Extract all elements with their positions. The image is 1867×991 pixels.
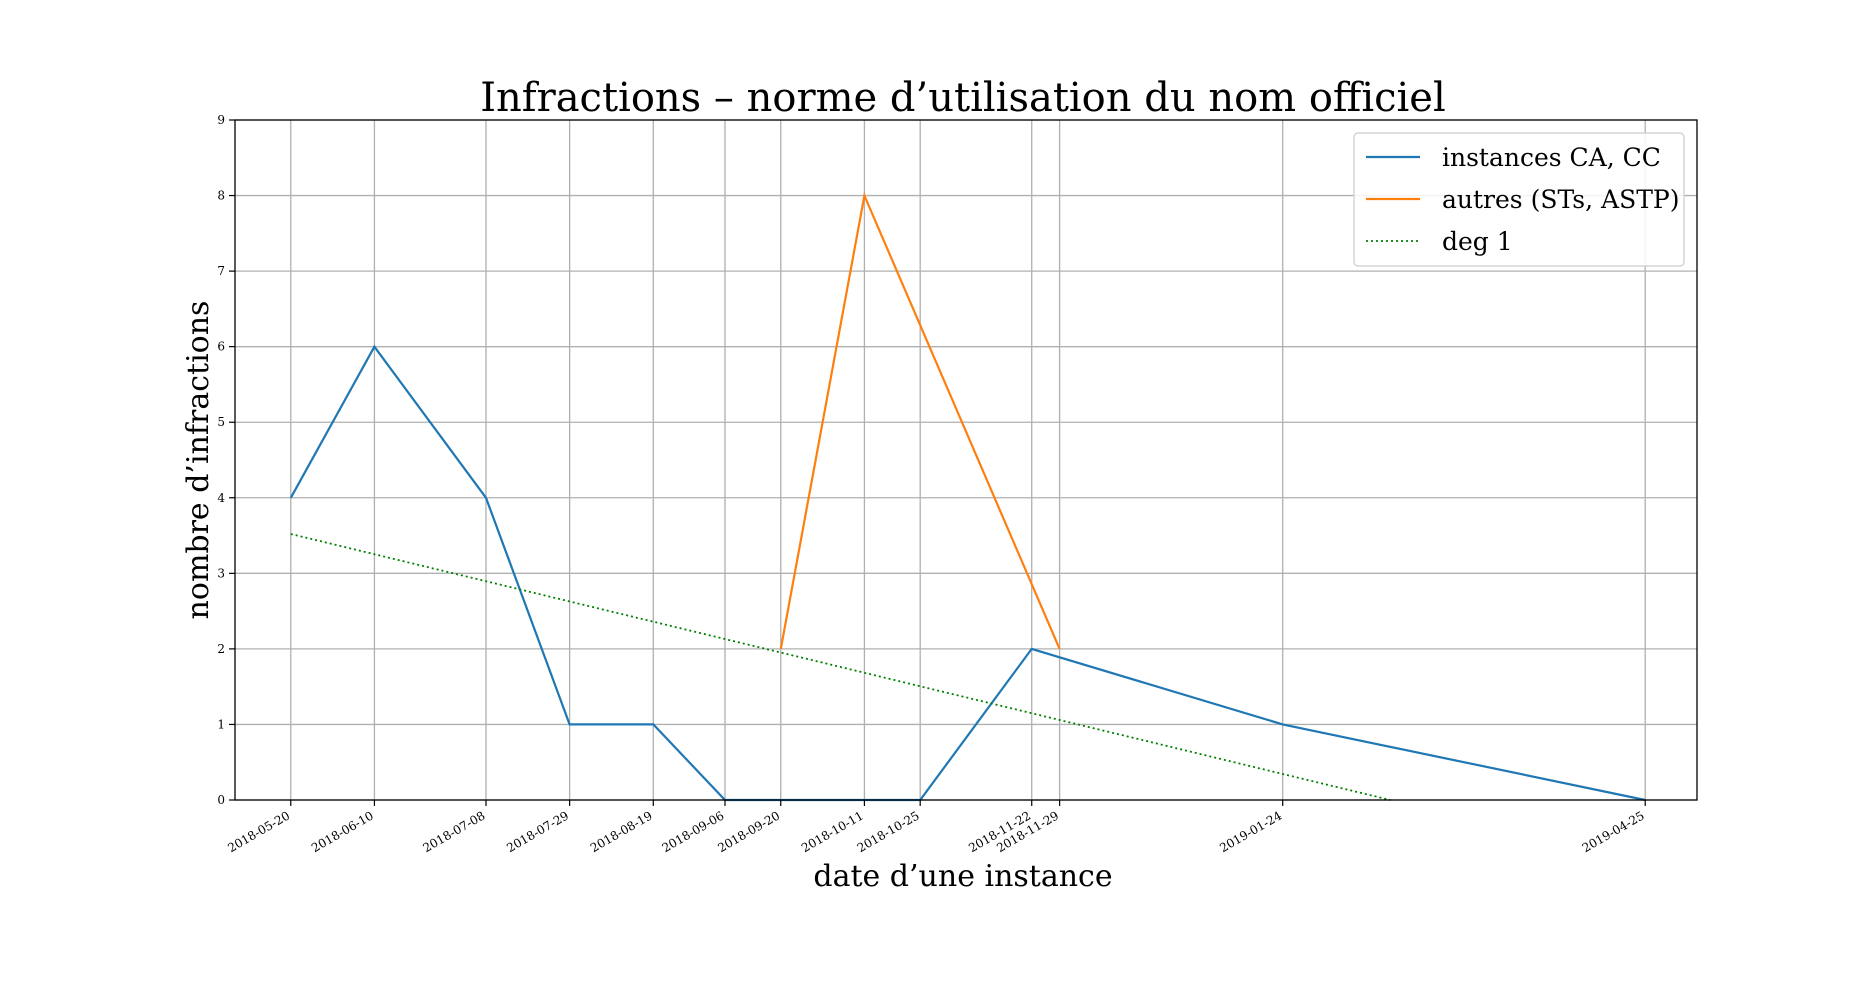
x-tick-label: 2018-09-06 bbox=[660, 808, 727, 855]
x-tick-label: 2019-04-25 bbox=[1580, 808, 1647, 855]
y-axis-ticks: 0 1 2 3 4 5 6 7 8 9 bbox=[217, 113, 235, 807]
x-tick-label: 2018-06-10 bbox=[309, 808, 376, 855]
y-tick-label: 0 bbox=[217, 793, 225, 807]
x-tick-label: 2018-09-20 bbox=[715, 808, 782, 855]
x-tick-label: 2018-08-19 bbox=[588, 808, 655, 855]
series-line-2 bbox=[779, 191, 1061, 650]
y-tick-label: 7 bbox=[217, 264, 225, 278]
legend-box bbox=[1353, 132, 1685, 267]
y-tick-label: 6 bbox=[217, 340, 225, 354]
x-tick-label: 2018-10-11 bbox=[799, 808, 866, 855]
y-tick-label: 5 bbox=[217, 415, 225, 429]
x-tick-label: 2018-07-29 bbox=[504, 808, 571, 855]
legend-label: autres (STs, ASTP) bbox=[1442, 185, 1679, 214]
x-tick-label: 2019-01-24 bbox=[1217, 808, 1284, 855]
y-tick-label: 3 bbox=[217, 566, 225, 580]
chart-title: Infractions – norme d’utilisation du nom… bbox=[480, 75, 1446, 121]
legend: instances CA, CC autres (STs, ASTP) deg 1 bbox=[1353, 132, 1685, 267]
x-tick-label: 2018-10-25 bbox=[855, 808, 922, 855]
series-line-3 bbox=[290, 533, 1391, 801]
x-tick-label: 2018-05-20 bbox=[225, 808, 292, 855]
y-tick-label: 1 bbox=[217, 717, 225, 731]
y-tick-label: 9 bbox=[217, 113, 225, 127]
series-line-1 bbox=[289, 344, 1646, 802]
series-lines bbox=[289, 191, 1646, 802]
plot-frame bbox=[234, 119, 1698, 801]
legend-label: deg 1 bbox=[1442, 227, 1513, 256]
y-tick-label: 2 bbox=[217, 642, 225, 656]
x-tick-label: 2018-07-08 bbox=[421, 808, 488, 855]
y-axis-label: nombre d’infractions bbox=[181, 301, 216, 620]
y-tick-label: 8 bbox=[217, 189, 225, 203]
x-axis-label: date d’une instance bbox=[813, 859, 1112, 894]
legend-label: instances CA, CC bbox=[1442, 143, 1661, 172]
y-tick-label: 4 bbox=[217, 491, 225, 505]
x-axis-ticks: 2018-05-20 2018-06-10 2018-07-08 2018-07-29… bbox=[225, 800, 1647, 855]
grid-lines bbox=[235, 119, 1697, 801]
